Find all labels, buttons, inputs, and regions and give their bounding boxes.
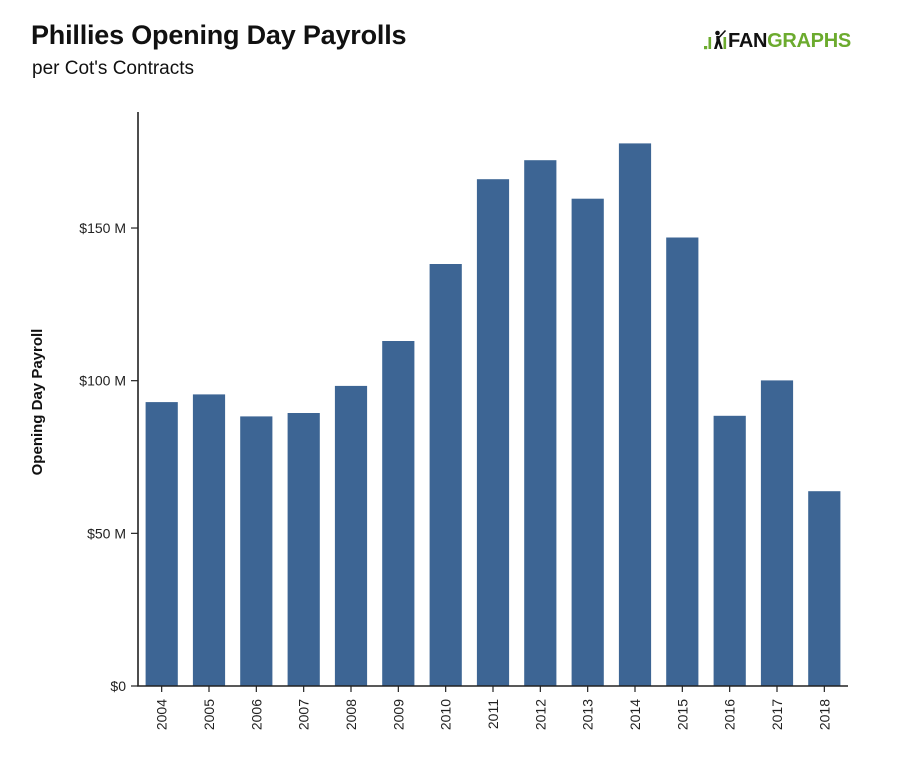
x-tick-label: 2007 xyxy=(296,699,312,730)
bar-2012 xyxy=(524,160,557,686)
y-tick-label: $0 xyxy=(110,678,126,694)
x-tick-label: 2018 xyxy=(816,699,832,730)
bar-2018 xyxy=(808,491,841,686)
x-tick-label: 2005 xyxy=(201,699,217,730)
x-tick-label: 2012 xyxy=(532,699,548,730)
bar-2016 xyxy=(713,415,746,686)
bar-2011 xyxy=(476,179,510,686)
x-tick-label: 2010 xyxy=(438,699,454,730)
chart-subtitle: per Cot's Contracts xyxy=(32,58,195,79)
x-tick-label: 2016 xyxy=(722,699,738,730)
x-tick-label: 2014 xyxy=(627,699,643,730)
x-tick-label: 2009 xyxy=(390,699,406,730)
bar-2013 xyxy=(571,198,604,686)
batter-icon xyxy=(704,29,727,50)
chart-title: Phillies Opening Day Payrolls xyxy=(31,20,407,50)
bar-2006 xyxy=(240,416,273,686)
bar-2015 xyxy=(666,237,699,686)
x-tick-label: 2006 xyxy=(248,699,264,730)
x-tick-label: 2015 xyxy=(674,699,690,730)
logo-text-fan: FAN xyxy=(728,29,768,52)
x-tick-label: 2004 xyxy=(154,699,170,730)
fangraphs-logo: FAN GRAPHS xyxy=(703,27,851,55)
y-tick-label: $150 M xyxy=(79,220,126,236)
bar-2007 xyxy=(287,413,320,686)
bar-2005 xyxy=(192,394,226,686)
bar-2014 xyxy=(618,143,652,686)
x-tick-label: 2013 xyxy=(580,699,596,730)
bar-2010 xyxy=(429,264,462,686)
bar-2017 xyxy=(760,380,794,686)
bar-2004 xyxy=(145,402,178,686)
y-axis-title: Opening Day Payroll xyxy=(29,329,46,476)
bar-2008 xyxy=(334,385,368,686)
bar-2009 xyxy=(382,341,415,686)
y-tick-label: $100 M xyxy=(79,373,126,389)
logo-text-graphs: GRAPHS xyxy=(767,29,851,52)
x-tick-label: 2011 xyxy=(485,699,501,729)
y-tick-label: $50 M xyxy=(87,525,126,541)
x-tick-label: 2008 xyxy=(343,699,359,730)
x-tick-label: 2017 xyxy=(769,699,785,730)
